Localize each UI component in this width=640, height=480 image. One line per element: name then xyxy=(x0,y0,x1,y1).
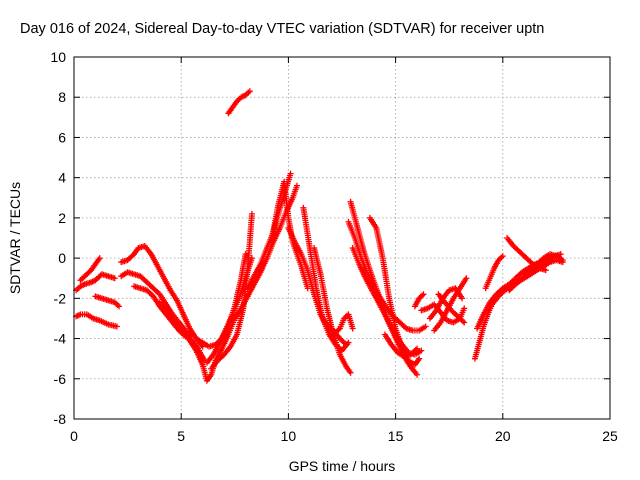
data-point xyxy=(459,318,466,325)
series-arc-36 xyxy=(225,88,253,117)
data-point xyxy=(559,257,566,264)
grid-lines xyxy=(74,57,610,419)
data-point xyxy=(287,170,294,177)
data-point xyxy=(242,251,249,258)
data-point xyxy=(96,255,103,262)
y-tick-label: -6 xyxy=(54,371,67,387)
data-point xyxy=(116,303,123,310)
y-tick-label: 6 xyxy=(58,129,66,145)
data-point xyxy=(416,355,423,362)
data-point xyxy=(414,345,421,352)
series-arc-1 xyxy=(73,311,120,330)
y-tick-label: 4 xyxy=(58,170,66,186)
x-tick-label: 15 xyxy=(388,428,404,444)
series-arc-6 xyxy=(118,269,195,340)
data-point xyxy=(349,325,356,332)
x-tick-label: 0 xyxy=(70,428,78,444)
x-tick-label: 5 xyxy=(177,428,185,444)
y-tick-label: -2 xyxy=(54,290,67,306)
y-tick-label: 0 xyxy=(58,250,66,266)
y-tick-label: -4 xyxy=(54,331,67,347)
data-point xyxy=(414,371,421,378)
series-arc-28 xyxy=(435,291,468,326)
y-axis-ticks: -8 -6 -4 -2 0 2 4 6 8 10 xyxy=(50,49,610,427)
series-arc-4 xyxy=(92,293,123,310)
series-arc-24 xyxy=(381,331,421,360)
data-point xyxy=(111,275,118,282)
data-point xyxy=(113,323,120,330)
data-point xyxy=(418,347,425,354)
series-arc-26 xyxy=(418,301,468,326)
data-point xyxy=(345,339,352,346)
data-point xyxy=(76,312,83,319)
data-point xyxy=(412,346,419,353)
data-point xyxy=(459,295,466,302)
series-arc-25 xyxy=(411,291,427,310)
data-point xyxy=(74,312,81,319)
y-tick-label: 2 xyxy=(58,210,66,226)
series-arc-17 xyxy=(300,204,352,354)
data-point xyxy=(347,369,354,376)
series-arc-5 xyxy=(118,243,206,350)
series-arc-15 xyxy=(268,178,311,292)
y-tick-label: 8 xyxy=(58,89,66,105)
data-point xyxy=(557,251,564,258)
y-tick-label: 10 xyxy=(50,49,66,65)
series-arc-19 xyxy=(317,311,356,338)
data-point xyxy=(420,291,427,298)
x-axis-ticks: 0 5 10 15 20 25 xyxy=(70,57,618,444)
data-point xyxy=(499,253,506,260)
data-points xyxy=(73,88,566,384)
x-tick-label: 20 xyxy=(495,428,511,444)
x-axis-label: GPS time / hours xyxy=(289,458,396,474)
data-point xyxy=(293,182,300,189)
data-point xyxy=(542,267,549,274)
y-axis-label: SDTVAR / TECUs xyxy=(7,182,23,294)
y-tick-label: -8 xyxy=(54,411,67,427)
data-point xyxy=(248,210,255,217)
data-point xyxy=(461,319,468,326)
series-arc-35 xyxy=(506,251,564,294)
data-point xyxy=(463,275,470,282)
data-point xyxy=(248,255,255,262)
plot-frame xyxy=(73,56,611,420)
data-point xyxy=(422,323,429,330)
data-point xyxy=(461,305,468,312)
data-point xyxy=(335,326,342,333)
x-tick-label: 25 xyxy=(602,428,618,444)
data-point xyxy=(246,88,253,95)
series-arc-3 xyxy=(77,255,103,284)
chart-title: Day 016 of 2024, Sidereal Day-to-day VTE… xyxy=(20,21,544,37)
series-arc-12 xyxy=(208,210,255,372)
x-tick-label: 10 xyxy=(281,428,297,444)
series-arc-32 xyxy=(482,253,506,292)
series-arc-29 xyxy=(431,275,470,334)
series-arc-2 xyxy=(73,271,118,294)
